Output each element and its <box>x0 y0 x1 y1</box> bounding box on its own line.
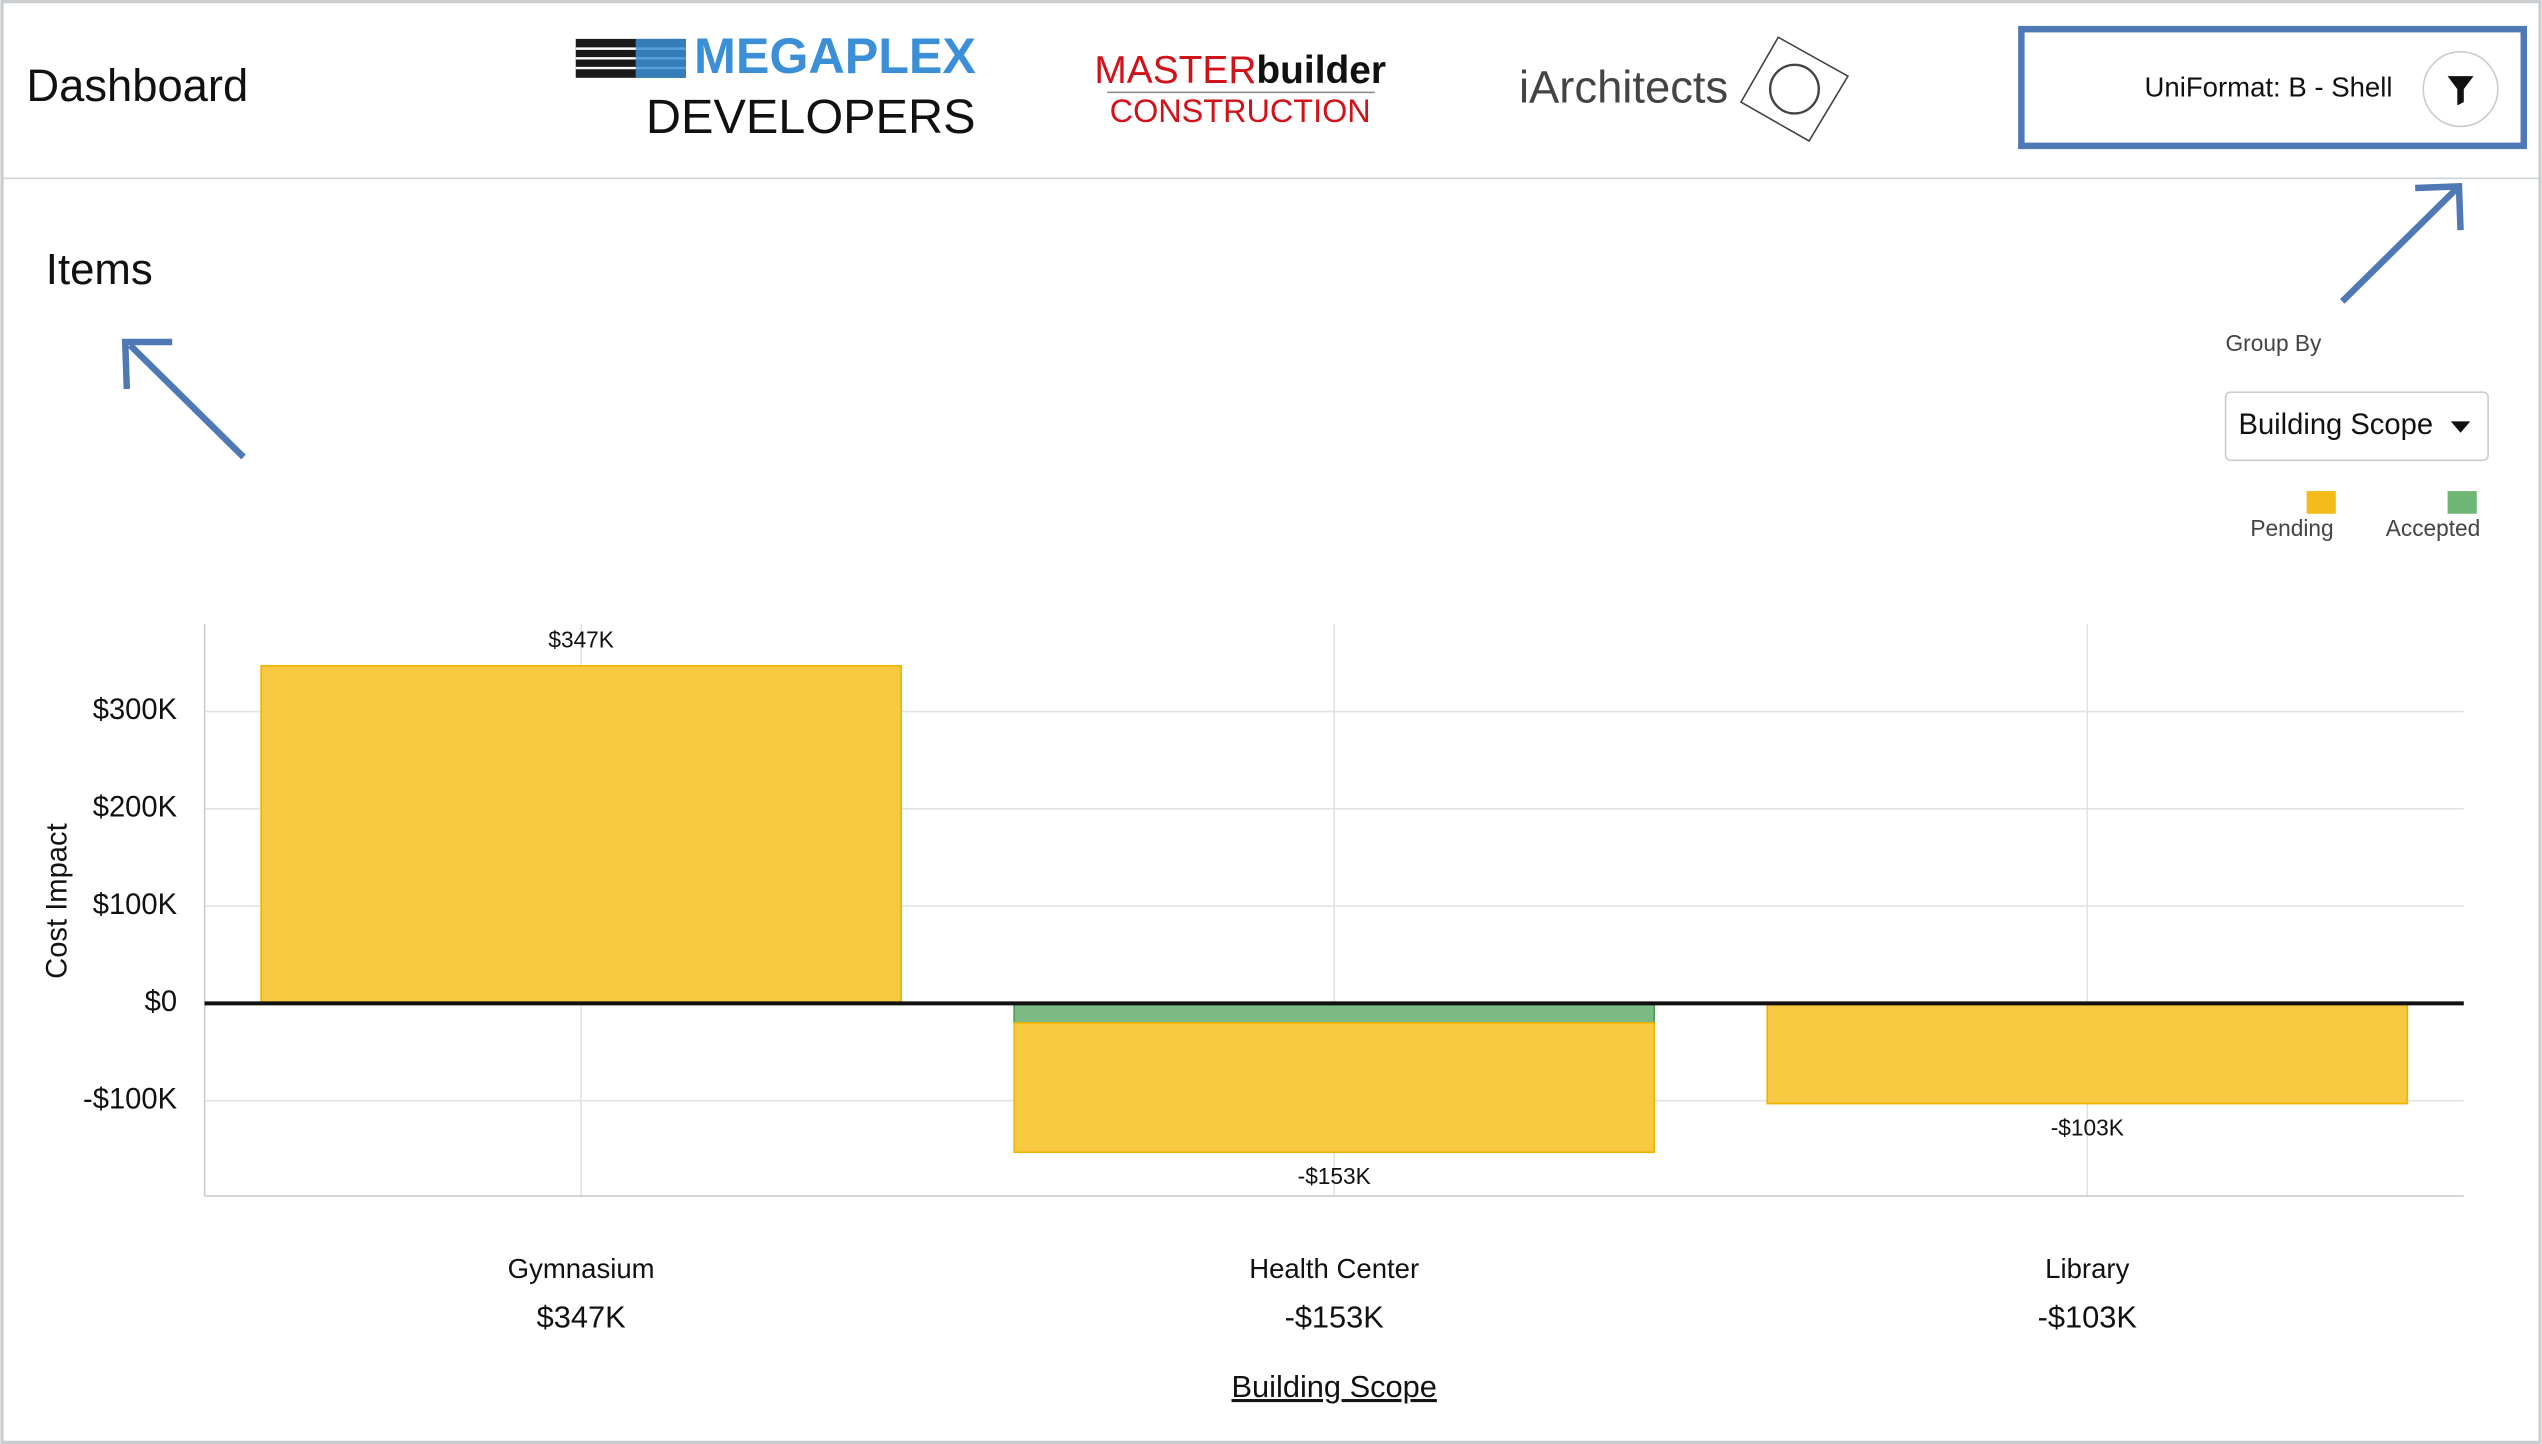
mp-icon <box>575 38 686 78</box>
logo-part: builder <box>1256 49 1386 92</box>
y-tick-label: $200K <box>93 792 178 824</box>
legend-label: Pending <box>2250 515 2333 541</box>
bar-segment <box>1013 1002 1656 1024</box>
x-axis-label[interactable]: Building Scope <box>1232 1369 1437 1404</box>
x-tick-label: Gymnasium <box>508 1253 655 1284</box>
logo-text: MEGAPLEX <box>694 28 976 84</box>
annotation-arrow <box>121 338 246 460</box>
y-tick-label: $300K <box>93 694 178 726</box>
bar-segment <box>260 664 903 1005</box>
y-tick-label: -$100K <box>83 1083 178 1115</box>
bar-segment <box>1013 1022 1656 1154</box>
select-caret <box>2450 421 2471 433</box>
category-total: -$103K <box>2038 1299 2138 1334</box>
total-label: -$153K <box>1298 1163 1371 1189</box>
logo-icon <box>1739 36 1850 143</box>
legend-swatch <box>2447 491 2477 514</box>
category-total: $347K <box>537 1299 626 1334</box>
y-tick-label: $100K <box>93 889 178 921</box>
filter-button[interactable] <box>2422 51 2499 128</box>
legend-swatch <box>2306 491 2336 514</box>
x-tick-label: Health Center <box>1249 1253 1419 1284</box>
page-title: Dashboard <box>26 60 248 111</box>
total-label: $347K <box>548 626 614 652</box>
legend-label: Accepted <box>2386 515 2481 541</box>
annotation-box <box>2018 25 2528 150</box>
bar-segment <box>1766 1002 2409 1105</box>
section-title: Items <box>46 245 153 294</box>
logo-text: MASTERbuilder <box>1094 49 1386 92</box>
logo-text: CONSTRUCTION <box>1110 93 1371 129</box>
group-by-value[interactable]: Building Scope <box>2239 409 2434 441</box>
total-label: -$103K <box>2051 1115 2124 1141</box>
x-tick-label: Library <box>2045 1253 2129 1284</box>
logo-text: iArchitects <box>1519 62 1728 113</box>
category-total: -$153K <box>1285 1299 1385 1334</box>
y-tick-label: $0 <box>145 986 177 1018</box>
group-by-select[interactable] <box>2224 391 2489 462</box>
group-by-label: Group By <box>2226 330 2322 356</box>
filter-label[interactable]: UniFormat: B - Shell <box>2144 71 2392 102</box>
annotation-arrow <box>2339 183 2464 304</box>
logo-part: MASTER <box>1094 49 1256 92</box>
logo-text: DEVELOPERS <box>646 90 976 144</box>
y-axis-label: Cost Impact <box>41 823 73 979</box>
